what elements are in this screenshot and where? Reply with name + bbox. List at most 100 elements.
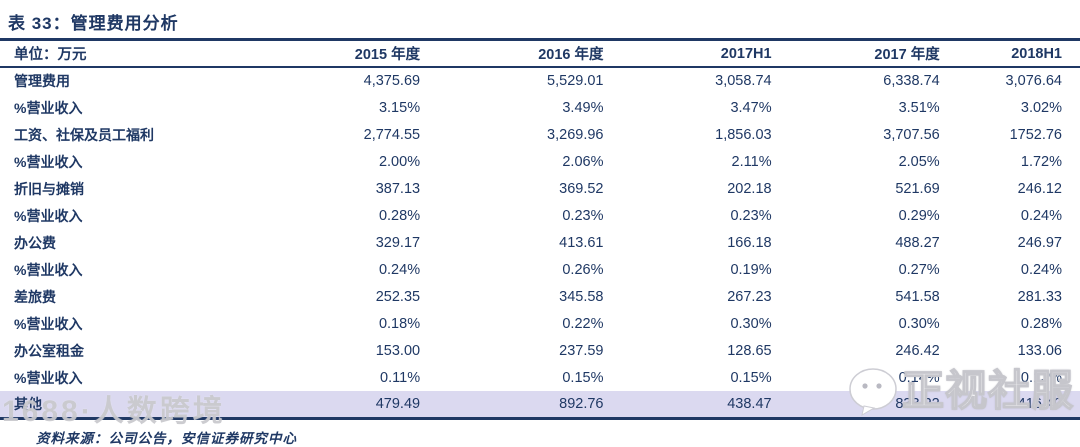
cell-value: 4,375.69: [363, 73, 421, 89]
cell-value: 438.47: [621, 391, 790, 420]
cell-value: 0.15%: [562, 369, 604, 386]
cell-value: 0.14%: [898, 369, 940, 386]
cell-value: 2.00%: [378, 153, 421, 170]
table-title: 表 33：管理费用分析: [8, 14, 179, 33]
cell-value: 2.06%: [562, 153, 604, 170]
table-title-bar: 表 33：管理费用分析: [0, 0, 1080, 41]
cell-value: 0.22%: [562, 315, 604, 332]
cell-value: 3,707.56: [883, 126, 940, 143]
cell-value: 3.47%: [730, 99, 772, 116]
cell-value: 246.42: [895, 342, 940, 359]
data-source-note: 资料来源：公司公告，安信证券研究中心: [36, 430, 297, 446]
cell-value: 0.24%: [1020, 261, 1062, 278]
row-label: 工资、社保及员工福利: [14, 126, 154, 143]
row-label: 其他: [0, 391, 337, 420]
cell-value: 3.02%: [1020, 99, 1062, 116]
cell-value: 246.97: [1017, 234, 1062, 251]
cell-value: 479.49: [336, 391, 439, 420]
cell-value: 0.28%: [1020, 315, 1062, 332]
cell-value: 1752.76: [1009, 126, 1062, 143]
cell-value: 128.65: [727, 342, 772, 359]
cell-value: 387.13: [375, 180, 421, 197]
cell-value: 0.24%: [1020, 207, 1062, 224]
row-label: 办公室租金: [14, 342, 84, 359]
cell-value: 416.40: [957, 391, 1080, 420]
cell-value: 0.28%: [378, 207, 421, 224]
cell-value: 246.12: [1017, 180, 1062, 197]
cell-value: 267.23: [727, 288, 772, 305]
cell-value: 0.11%: [380, 369, 421, 386]
cell-value: 2,774.55: [363, 126, 421, 143]
cell-value: 237.59: [559, 342, 604, 359]
table-row-highlight: 其他 479.49 892.76 438.47 833.22 416.40: [0, 391, 1080, 420]
table-row: 办公室租金 153.00 237.59 128.65 246.42 133.06: [0, 337, 1080, 364]
cell-value: 892.76: [438, 391, 622, 420]
cell-value: 0.27%: [898, 261, 940, 278]
cell-value: 488.27: [895, 234, 940, 251]
cell-value: 413.61: [559, 234, 604, 251]
column-header-2017h1: 2017H1: [621, 41, 790, 68]
cell-value: 133.06: [1017, 342, 1062, 359]
cell-value: 0.23%: [562, 207, 604, 224]
row-label: %营业收入: [14, 369, 83, 386]
row-label: %营业收入: [14, 99, 83, 116]
cell-value: 0.30%: [898, 315, 940, 332]
cell-value: 166.18: [727, 234, 772, 251]
row-label: %营业收入: [14, 153, 83, 170]
cell-value: 0.19%: [730, 261, 772, 278]
cell-value: 1.72%: [1020, 153, 1062, 170]
table-row: %营业收入 0.28% 0.23% 0.23% 0.29% 0.24%: [0, 202, 1080, 229]
cell-value: 0.13%: [1020, 369, 1062, 386]
cell-value: 0.18%: [378, 315, 421, 332]
cell-value: 0.24%: [378, 261, 421, 278]
cell-value: 3.49%: [562, 99, 604, 116]
cell-value: 833.22: [789, 391, 958, 420]
cell-value: 2.05%: [898, 153, 940, 170]
row-label: %营业收入: [14, 207, 83, 224]
cell-value: 3,058.74: [715, 73, 772, 89]
column-header-2017: 2017 年度: [789, 41, 958, 68]
table-row: %营业收入 0.24% 0.26% 0.19% 0.27% 0.24%: [0, 256, 1080, 283]
cell-value: 369.52: [559, 180, 604, 197]
cell-value: 0.29%: [898, 207, 940, 224]
table-row: %营业收入 0.18% 0.22% 0.30% 0.30% 0.28%: [0, 310, 1080, 337]
management-expense-table: 单位：万元 2015 年度 2016 年度 2017H1 2017 年度 201…: [0, 41, 1080, 420]
cell-value: 252.35: [375, 288, 421, 305]
table-row: %营业收入 2.00% 2.06% 2.11% 2.05% 1.72%: [0, 148, 1080, 175]
row-label: 差旅费: [14, 288, 56, 305]
unit-label: 单位：万元: [0, 41, 337, 68]
table-row: %营业收入 3.15% 3.49% 3.47% 3.51% 3.02%: [0, 94, 1080, 121]
row-label: %营业收入: [14, 315, 83, 332]
cell-value: 6,338.74: [883, 73, 940, 89]
cell-value: 1,856.03: [715, 126, 772, 143]
table-header-row: 单位：万元 2015 年度 2016 年度 2017H1 2017 年度 201…: [0, 41, 1080, 68]
table-row: 工资、社保及员工福利 2,774.55 3,269.96 1,856.03 3,707.…: [0, 121, 1080, 148]
cell-value: 5,529.01: [547, 73, 604, 89]
cell-value: 345.58: [559, 288, 604, 305]
cell-value: 2.11%: [731, 153, 772, 170]
table-row: %营业收入 0.11% 0.15% 0.15% 0.14% 0.13%: [0, 364, 1080, 391]
cell-value: 153.00: [375, 342, 421, 359]
cell-value: 0.23%: [730, 207, 772, 224]
cell-value: 521.69: [895, 180, 940, 197]
row-label: 办公费: [14, 234, 56, 251]
column-header-2015: 2015 年度: [336, 41, 439, 68]
cell-value: 541.58: [895, 288, 940, 305]
cell-value: 281.33: [1017, 288, 1062, 305]
cell-value: 202.18: [727, 180, 772, 197]
row-label: %营业收入: [14, 261, 83, 278]
cell-value: 0.15%: [730, 369, 772, 386]
cell-value: 3.15%: [378, 99, 421, 116]
table-row: 折旧与摊销 387.13 369.52 202.18 521.69 246.12: [0, 175, 1080, 202]
column-header-2016: 2016 年度: [438, 41, 622, 68]
table-row: 办公费 329.17 413.61 166.18 488.27 246.97: [0, 229, 1080, 256]
table-row: 管理费用 4,375.69 5,529.01 3,058.74 6,338.74 3,07…: [0, 67, 1080, 94]
cell-value: 3.51%: [898, 99, 940, 116]
row-label: 折旧与摊销: [14, 180, 84, 197]
cell-value: 3,269.96: [547, 126, 604, 143]
cell-value: 329.17: [375, 234, 421, 251]
cell-value: 3,076.64: [1005, 73, 1062, 89]
cell-value: 0.30%: [730, 315, 772, 332]
table-row: 差旅费 252.35 345.58 267.23 541.58 281.33: [0, 283, 1080, 310]
